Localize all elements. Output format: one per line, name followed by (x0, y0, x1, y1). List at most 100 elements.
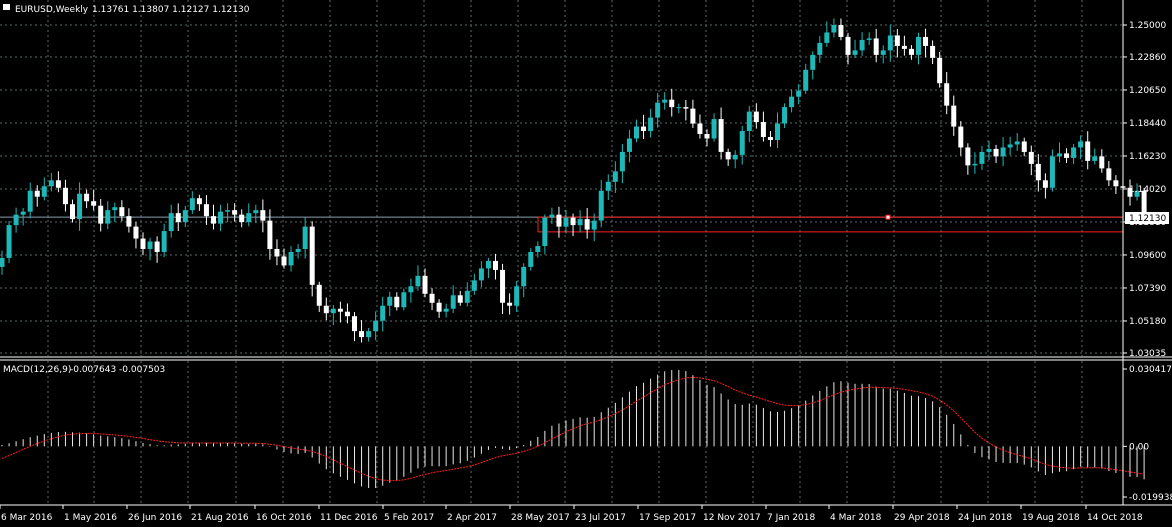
candle-body[interactable] (507, 302, 513, 306)
candle-body[interactable] (337, 308, 343, 312)
candle-body[interactable] (514, 286, 520, 306)
candle-body[interactable] (612, 171, 618, 182)
candle-body[interactable] (344, 311, 350, 317)
candle-body[interactable] (302, 226, 308, 249)
candle-body[interactable] (697, 123, 703, 135)
candle-body[interactable] (203, 204, 209, 217)
candle-body[interactable] (373, 320, 379, 332)
candle-body[interactable] (112, 207, 118, 211)
candle-body[interactable] (323, 305, 329, 314)
candle-body[interactable] (98, 205, 104, 224)
candle-body[interactable] (866, 38, 872, 40)
candle-body[interactable] (739, 131, 745, 155)
candle-body[interactable] (1106, 168, 1112, 181)
candle-body[interactable] (1085, 141, 1091, 161)
candle-body[interactable] (1000, 147, 1006, 157)
candle-body[interactable] (584, 219, 590, 230)
candle-body[interactable] (91, 201, 97, 206)
candle-body[interactable] (845, 36, 851, 55)
candle-body[interactable] (20, 211, 26, 215)
candle-body[interactable] (77, 193, 83, 220)
candle-body[interactable] (711, 119, 717, 139)
candle-body[interactable] (408, 286, 414, 293)
candle-body[interactable] (422, 275, 428, 294)
candle-body[interactable] (1064, 153, 1070, 158)
candle-body[interactable] (986, 148, 992, 152)
candle-body[interactable] (281, 256, 287, 266)
candle-body[interactable] (387, 296, 393, 306)
candle-body[interactable] (84, 193, 90, 202)
candle-body[interactable] (993, 148, 999, 157)
candle-body[interactable] (831, 25, 837, 33)
candle-body[interactable] (394, 296, 400, 308)
candle-body[interactable] (478, 268, 484, 281)
candle-body[interactable] (401, 292, 407, 308)
candle-body[interactable] (916, 36, 921, 55)
candle-body[interactable] (147, 241, 153, 249)
candle-body[interactable] (133, 226, 139, 239)
candle-body[interactable] (288, 251, 294, 266)
candle-body[interactable] (619, 151, 625, 172)
candle-body[interactable] (1021, 141, 1027, 152)
candle-body[interactable] (894, 35, 900, 46)
candle-body[interactable] (211, 216, 216, 224)
candle-body[interactable] (535, 246, 541, 252)
candle-body[interactable] (521, 266, 527, 287)
candle-body[interactable] (951, 105, 957, 127)
candle-body[interactable] (542, 217, 548, 247)
candle-body[interactable] (563, 217, 569, 227)
candle-body[interactable] (295, 248, 301, 252)
candle-body[interactable] (1071, 147, 1077, 158)
candle-body[interactable] (1113, 180, 1119, 187)
candle-body[interactable] (782, 107, 788, 124)
candle-body[interactable] (429, 293, 435, 303)
candle-body[interactable] (760, 122, 766, 137)
candle-body[interactable] (471, 280, 477, 291)
candle-body[interactable] (746, 111, 752, 132)
candle-body[interactable] (944, 83, 950, 106)
candle-body[interactable] (887, 35, 893, 51)
candle-body[interactable] (556, 214, 562, 227)
candle-body[interactable] (55, 180, 61, 188)
candle-body[interactable] (6, 225, 12, 258)
candle-body[interactable] (366, 331, 372, 338)
candle-body[interactable] (246, 213, 252, 223)
candle-body[interactable] (119, 207, 125, 217)
candle-body[interactable] (591, 220, 597, 230)
candle-body[interactable] (683, 107, 689, 109)
candle-body[interactable] (175, 213, 181, 223)
candlestick-series[interactable] (0, 18, 1147, 343)
candle-body[interactable] (732, 154, 738, 160)
candle-body[interactable] (140, 238, 146, 249)
candle-body[interactable] (965, 147, 971, 166)
candle-body[interactable] (1099, 156, 1105, 169)
candle-body[interactable] (380, 305, 386, 321)
candle-body[interactable] (528, 251, 534, 267)
candle-body[interactable] (655, 102, 661, 118)
candle-body[interactable] (500, 269, 506, 303)
candle-body[interactable] (309, 226, 315, 285)
candle-body[interactable] (838, 25, 844, 37)
candle-body[interactable] (634, 126, 639, 139)
candle-body[interactable] (189, 198, 195, 211)
candle-body[interactable] (753, 111, 759, 123)
candle-body[interactable] (352, 316, 357, 332)
candle-body[interactable] (330, 308, 336, 314)
candle-body[interactable] (48, 180, 54, 187)
candle-body[interactable] (1078, 141, 1084, 148)
candle-body[interactable] (161, 231, 167, 252)
candle-body[interactable] (704, 134, 710, 139)
candle-body[interactable] (718, 119, 724, 152)
candle-body[interactable] (859, 39, 865, 51)
candle-body[interactable] (457, 295, 463, 303)
candle-body[interactable] (70, 204, 75, 220)
candle-body[interactable] (972, 163, 978, 166)
candle-body[interactable] (676, 107, 682, 109)
candle-body[interactable] (824, 32, 830, 43)
candle-body[interactable] (690, 108, 696, 124)
candle-body[interactable] (1127, 187, 1133, 197)
candle-body[interactable] (796, 90, 802, 97)
candle-body[interactable] (810, 54, 816, 70)
candle-body[interactable] (789, 96, 795, 108)
candle-body[interactable] (260, 210, 266, 221)
